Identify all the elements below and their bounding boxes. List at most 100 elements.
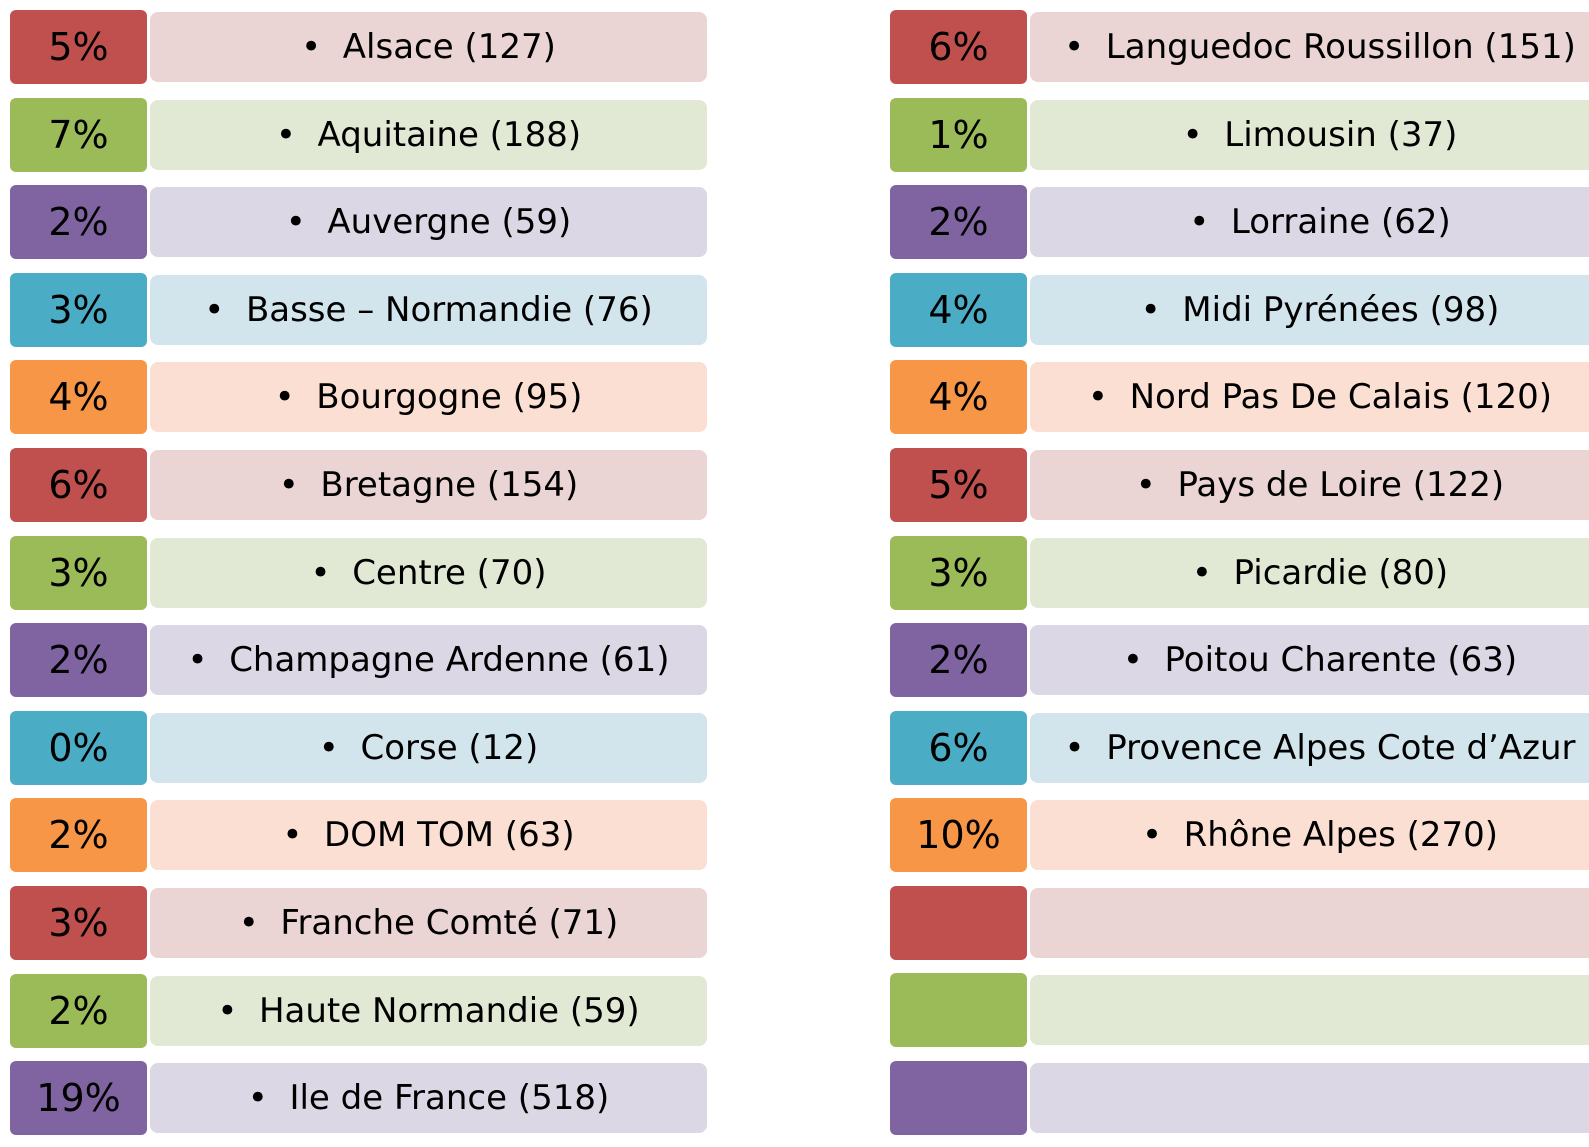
label-text: Midi Pyrénées (98) bbox=[1141, 290, 1499, 330]
list-row: 4% Midi Pyrénées (98) bbox=[890, 272, 1589, 347]
label-box: Picardie (80) bbox=[1030, 537, 1589, 608]
label-box: Basse – Normandie (76) bbox=[150, 274, 707, 345]
label-text: Corse (12) bbox=[319, 728, 538, 768]
empty-box bbox=[890, 973, 1027, 1047]
label-box: Alsace (127) bbox=[150, 12, 707, 82]
list-row: 10% Rhône Alpes (270) bbox=[890, 798, 1589, 873]
label-box: Auvergne (59) bbox=[150, 187, 707, 258]
label-box: Midi Pyrénées (98) bbox=[1030, 274, 1589, 345]
label-text: Poitou Charente (63) bbox=[1123, 640, 1517, 680]
label-text: Ile de France (518) bbox=[248, 1078, 609, 1118]
empty-row bbox=[890, 1061, 1589, 1135]
list-row: 2% Lorraine (62) bbox=[890, 185, 1589, 260]
list-row: 2% Poitou Charente (63) bbox=[890, 623, 1589, 698]
list-row: 4% Bourgogne (95) bbox=[10, 360, 707, 435]
percent-box: 5% bbox=[10, 10, 147, 84]
label-box: Limousin (37) bbox=[1030, 99, 1589, 170]
label-text: Aquitaine (188) bbox=[276, 115, 582, 155]
label-box: Provence Alpes Cote d’Azur bbox=[1030, 712, 1589, 783]
label-box: Haute Normandie (59) bbox=[150, 975, 707, 1046]
percent-box: 6% bbox=[890, 710, 1027, 785]
percent-box: 4% bbox=[890, 272, 1027, 347]
percent-box: 4% bbox=[890, 360, 1027, 435]
label-text: Limousin (37) bbox=[1183, 115, 1457, 155]
list-row: 6% Languedoc Roussillon (151) bbox=[890, 10, 1589, 84]
label-text: Centre (70) bbox=[311, 553, 546, 593]
label-text: Alsace (127) bbox=[301, 27, 556, 67]
percent-box: 0% bbox=[10, 710, 147, 785]
list-row: 2% Haute Normandie (59) bbox=[10, 973, 707, 1048]
label-text: Pays de Loire (122) bbox=[1136, 465, 1504, 505]
list-row: 2% Auvergne (59) bbox=[10, 185, 707, 260]
empty-box bbox=[890, 1061, 1027, 1135]
label-box: Franche Comté (71) bbox=[150, 888, 707, 958]
percent-box: 6% bbox=[10, 448, 147, 522]
percent-box: 6% bbox=[890, 10, 1027, 84]
percent-box: 1% bbox=[890, 97, 1027, 172]
percent-box: 2% bbox=[10, 185, 147, 260]
percent-box: 19% bbox=[10, 1061, 147, 1136]
list-row: 6% Bretagne (154) bbox=[10, 448, 707, 522]
label-text: Languedoc Roussillon (151) bbox=[1064, 27, 1576, 67]
percent-box: 2% bbox=[890, 623, 1027, 698]
label-box: Languedoc Roussillon (151) bbox=[1030, 12, 1589, 82]
list-row: 3% Picardie (80) bbox=[890, 535, 1589, 610]
label-text: Haute Normandie (59) bbox=[217, 991, 640, 1031]
label-box: Poitou Charente (63) bbox=[1030, 625, 1589, 696]
list-row: 19% Ile de France (518) bbox=[10, 1061, 707, 1136]
label-box: Lorraine (62) bbox=[1030, 187, 1589, 258]
empty-row bbox=[890, 886, 1589, 960]
label-box: Bretagne (154) bbox=[150, 450, 707, 520]
label-text: Lorraine (62) bbox=[1189, 202, 1451, 242]
label-text: Champagne Ardenne (61) bbox=[188, 640, 669, 680]
label-box: Aquitaine (188) bbox=[150, 99, 707, 170]
label-box: Bourgogne (95) bbox=[150, 362, 707, 433]
label-box: Ile de France (518) bbox=[150, 1063, 707, 1134]
list-row: 1% Limousin (37) bbox=[890, 97, 1589, 172]
empty-row bbox=[890, 973, 1589, 1047]
list-row: 4% Nord Pas De Calais (120) bbox=[890, 360, 1589, 435]
empty-box bbox=[1030, 1063, 1589, 1133]
label-box: Rhône Alpes (270) bbox=[1030, 800, 1589, 871]
list-row: 3% Basse – Normandie (76) bbox=[10, 272, 707, 347]
empty-box bbox=[1030, 888, 1589, 958]
label-box: Nord Pas De Calais (120) bbox=[1030, 362, 1589, 433]
label-text: Auvergne (59) bbox=[286, 202, 571, 242]
percent-box: 5% bbox=[890, 448, 1027, 522]
list-row: 2% DOM TOM (63) bbox=[10, 798, 707, 873]
list-row: 5% Pays de Loire (122) bbox=[890, 448, 1589, 522]
list-row: 5% Alsace (127) bbox=[10, 10, 707, 84]
percent-box: 10% bbox=[890, 798, 1027, 873]
percent-box: 3% bbox=[890, 535, 1027, 610]
list-row: 3% Franche Comté (71) bbox=[10, 886, 707, 960]
empty-box bbox=[1030, 975, 1589, 1045]
percent-box: 3% bbox=[10, 535, 147, 610]
label-box: Champagne Ardenne (61) bbox=[150, 625, 707, 696]
label-text: Rhône Alpes (270) bbox=[1142, 815, 1498, 855]
empty-box bbox=[890, 886, 1027, 960]
label-text: Provence Alpes Cote d’Azur bbox=[1065, 728, 1575, 768]
label-text: Franche Comté (71) bbox=[239, 903, 618, 943]
list-row: 3% Centre (70) bbox=[10, 535, 707, 610]
list-row: 6% Provence Alpes Cote d’Azur bbox=[890, 710, 1589, 785]
list-row: 0% Corse (12) bbox=[10, 710, 707, 785]
label-box: Pays de Loire (122) bbox=[1030, 450, 1589, 520]
percent-box: 4% bbox=[10, 360, 147, 435]
label-box: Centre (70) bbox=[150, 537, 707, 608]
label-box: DOM TOM (63) bbox=[150, 800, 707, 871]
percent-box: 2% bbox=[10, 973, 147, 1048]
label-box: Corse (12) bbox=[150, 712, 707, 783]
label-text: Basse – Normandie (76) bbox=[204, 290, 653, 330]
percent-box: 7% bbox=[10, 97, 147, 172]
percent-box: 2% bbox=[10, 623, 147, 698]
list-row: 2% Champagne Ardenne (61) bbox=[10, 623, 707, 698]
percent-box: 3% bbox=[10, 886, 147, 960]
label-text: Bourgogne (95) bbox=[275, 377, 582, 417]
label-text: Bretagne (154) bbox=[279, 465, 578, 505]
label-text: DOM TOM (63) bbox=[282, 815, 575, 855]
percent-box: 3% bbox=[10, 272, 147, 347]
label-text: Picardie (80) bbox=[1192, 553, 1449, 593]
percent-box: 2% bbox=[10, 798, 147, 873]
label-text: Nord Pas De Calais (120) bbox=[1088, 377, 1553, 417]
